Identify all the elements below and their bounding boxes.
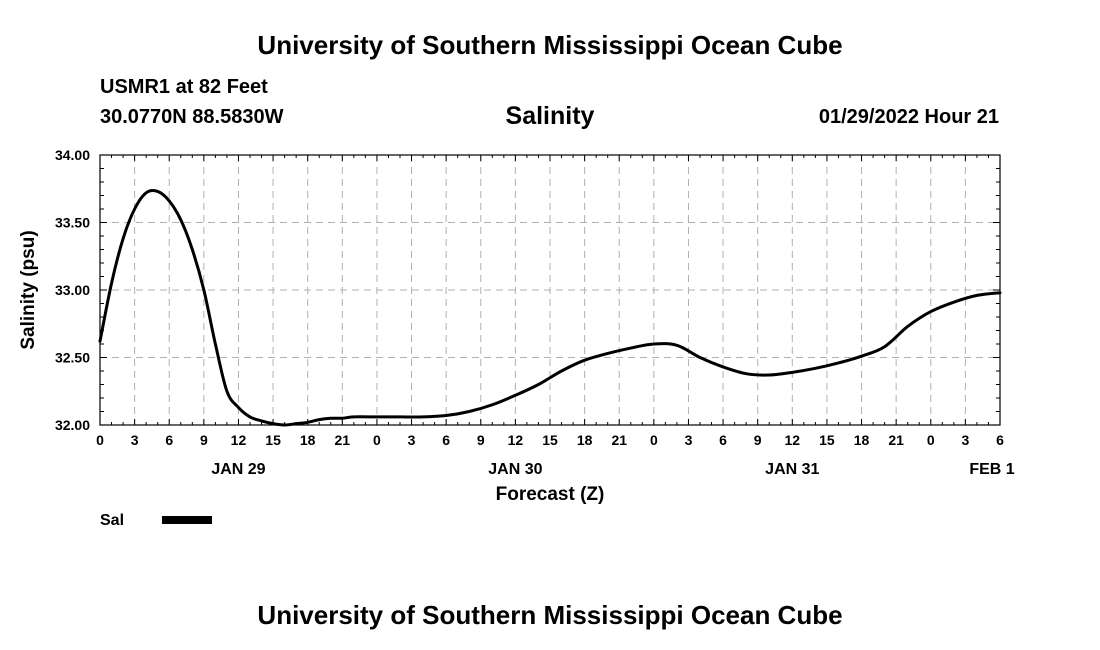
x-day-label: JAN 30 (488, 461, 542, 478)
x-tick-label: 0 (373, 432, 381, 448)
y-tick-label: 33.00 (55, 282, 90, 298)
station-label: USMR1 at 82 Feet (100, 76, 268, 98)
x-tick-label: 12 (231, 432, 247, 448)
x-tick-label: 3 (408, 432, 416, 448)
x-tick-label: 6 (719, 432, 727, 448)
x-tick-label: 0 (650, 432, 658, 448)
x-tick-label: 0 (96, 432, 104, 448)
legend-label: Sal (100, 512, 124, 529)
forecast-datetime: 01/29/2022 Hour 21 (818, 106, 999, 128)
x-tick-label: 18 (577, 432, 593, 448)
x-tick-label: 12 (508, 432, 524, 448)
x-tick-label: 6 (996, 432, 1004, 448)
station-coordinates: 30.0770N 88.5830W (100, 106, 284, 128)
axis-labels: 0 3 6 9 12 15 18 21 0 3 6 9 12 15 18 21 0 3 6 9 12 15 18 21 0 3 6 3… (55, 147, 1015, 478)
x-tick-label: 9 (477, 432, 485, 448)
x-tick-label: 0 (927, 432, 935, 448)
x-tick-label: 3 (131, 432, 139, 448)
x-day-label: JAN 29 (211, 461, 265, 478)
footer-title: University of Southern Mississippi Ocean… (257, 600, 843, 630)
x-day-label: FEB 1 (969, 461, 1014, 478)
x-tick-label: 12 (785, 432, 801, 448)
y-tick-label: 32.50 (55, 350, 90, 366)
x-tick-label: 21 (611, 432, 627, 448)
y-tick-label: 32.00 (55, 417, 90, 433)
x-tick-label: 3 (685, 432, 693, 448)
x-tick-label: 9 (754, 432, 762, 448)
y-tick-label: 34.00 (55, 147, 90, 163)
x-tick-label: 6 (165, 432, 173, 448)
x-tick-label: 15 (819, 432, 835, 448)
x-tick-label: 3 (961, 432, 969, 448)
page-title: University of Southern Mississippi Ocean… (257, 30, 843, 60)
grid (100, 155, 1000, 425)
x-tick-label: 21 (888, 432, 904, 448)
series-line-sal (98, 189, 1002, 427)
x-axis-title: Forecast (Z) (496, 484, 605, 505)
x-tick-label: 18 (854, 432, 870, 448)
chart-title: Salinity (505, 102, 595, 130)
y-axis-title: Salinity (psu) (18, 230, 39, 349)
axis-ticks (99, 154, 1001, 426)
x-tick-label: 15 (265, 432, 281, 448)
x-tick-label: 15 (542, 432, 558, 448)
x-tick-label: 21 (335, 432, 351, 448)
legend-swatch (162, 516, 212, 524)
x-tick-label: 6 (442, 432, 450, 448)
x-day-label: JAN 31 (765, 461, 819, 478)
y-tick-label: 33.50 (55, 215, 90, 231)
x-tick-label: 9 (200, 432, 208, 448)
x-tick-label: 18 (300, 432, 316, 448)
